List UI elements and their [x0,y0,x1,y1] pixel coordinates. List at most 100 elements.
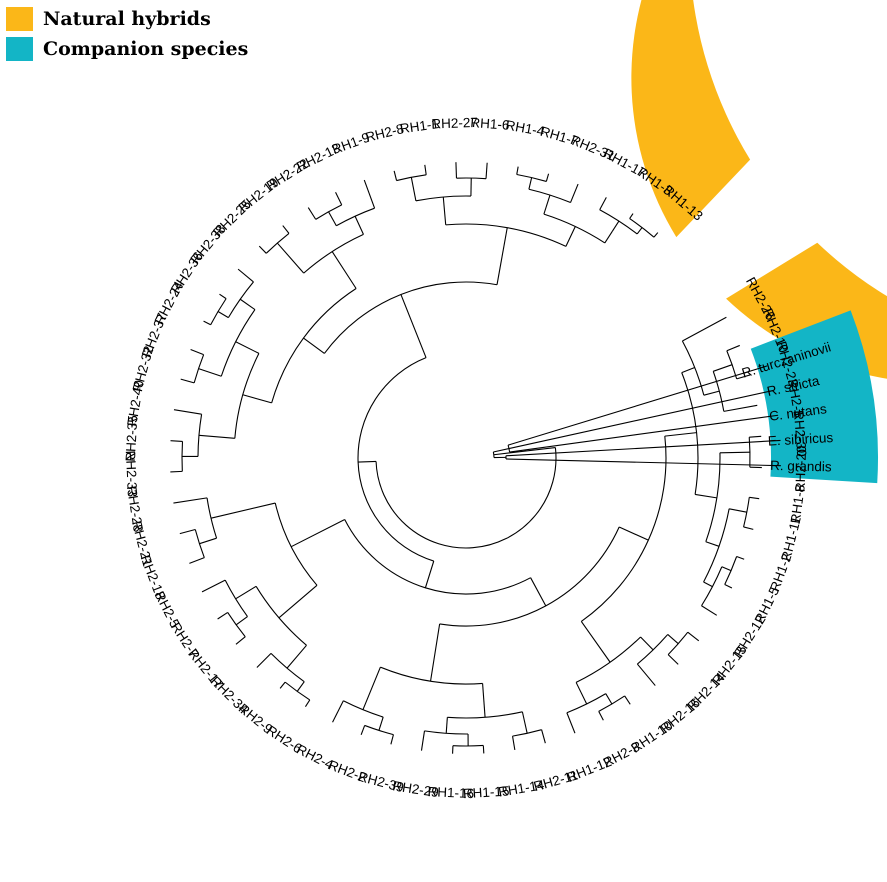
branch-57 [420,730,426,751]
branch-19 [724,583,733,589]
branch-68 [362,666,381,710]
branch-arc-82 [227,612,246,638]
branch-5 [723,404,758,412]
branch-arc-67 [343,700,384,718]
branch-150 [528,177,533,190]
branch-112 [219,293,227,300]
branch-97 [290,519,345,548]
legend-label: Companion species [43,38,249,60]
tip-label: RH2-29 [391,778,439,800]
branch-111 [203,320,211,326]
branch-173 [509,414,779,453]
branch-30 [664,432,697,437]
tip-label: RH1-1 [399,116,440,136]
tip-label: RH1-15 [462,784,509,802]
branch-110 [198,368,222,377]
branch-84 [201,579,226,593]
branch-114 [217,311,229,319]
branch-arc-124 [265,232,290,254]
branch-160 [611,220,620,232]
branch-arc-163 [543,213,606,244]
branch-18 [736,555,745,560]
branch-arc-43 [566,693,607,714]
branch-4 [713,364,733,372]
legend-item-companion-species: Companion species [6,34,248,64]
branch-21 [721,566,732,572]
branch-10 [749,435,762,438]
branch-134 [331,251,357,289]
branch-0 [682,316,727,342]
branch-148 [545,173,550,182]
branch-151 [570,183,579,203]
tip-label: RH1-8 [788,484,808,525]
branch-137 [393,170,398,181]
branch-17 [729,508,747,513]
branch-141 [455,162,458,179]
branch-170 [358,460,377,463]
branch-125 [276,242,305,274]
tip-label: RH1-6 [470,115,510,133]
branch-130 [363,179,376,209]
branch-59 [445,717,448,734]
tip-label: RH2-27 [431,115,478,132]
branch-153 [543,194,551,215]
tip-label: RH2-28 [124,485,146,533]
branch-31 [687,631,700,642]
legend-label: Natural hybrids [43,8,211,30]
group-ring-layer [631,0,887,484]
branch-156 [653,232,659,238]
branch-arc-182 [375,447,557,549]
branch-42 [566,712,576,734]
branch-146 [442,196,447,225]
branch-arc-12 [748,437,751,468]
branch-117 [239,298,256,311]
branch-52 [521,711,528,734]
branch-73 [304,699,311,707]
branch-layer [170,162,781,754]
branch-127 [335,192,343,206]
branch-176 [505,439,781,457]
branch-arc-174 [507,444,511,453]
branch-7 [703,390,720,396]
branch-arc-152 [528,188,571,204]
branch-154 [599,197,607,210]
branch-81 [217,612,228,620]
branch-80 [235,636,246,645]
branch-arc-64 [364,724,394,736]
branch-172 [508,389,774,450]
branch-119 [235,341,260,354]
legend-swatch-companion-species [6,37,33,61]
branch-37 [640,636,654,651]
legend: Natural hybrids Companion species [6,4,248,64]
branch-arc-116 [227,281,254,318]
branch-72 [530,577,547,607]
branch-100 [170,470,183,473]
branch-171 [507,365,768,446]
branch-48 [618,526,649,541]
natural-hybrids-ring [631,0,887,379]
branch-62 [390,734,394,745]
branch-92 [199,537,217,545]
tip-label: RH2-1 [785,378,807,419]
branch-34 [667,634,679,645]
branch-26 [705,541,720,547]
branch-arc-85 [224,579,248,617]
branch-14 [749,496,760,500]
tip-label: RH2-40 [124,379,146,427]
branch-41 [605,693,613,705]
branch-88 [278,584,318,619]
branch-38 [624,695,631,705]
branch-arc-71 [439,526,620,627]
branch-76 [296,681,305,692]
branch-142 [485,162,488,179]
branch-35 [636,663,656,686]
branch-arc-169 [357,357,434,562]
branch-95 [210,502,276,519]
branch-arc-139 [396,174,427,182]
branch-arc-167 [323,281,498,354]
branch-140 [410,177,417,201]
branch-123 [282,225,290,234]
branch-66 [332,700,344,723]
branch-175 [493,448,510,453]
